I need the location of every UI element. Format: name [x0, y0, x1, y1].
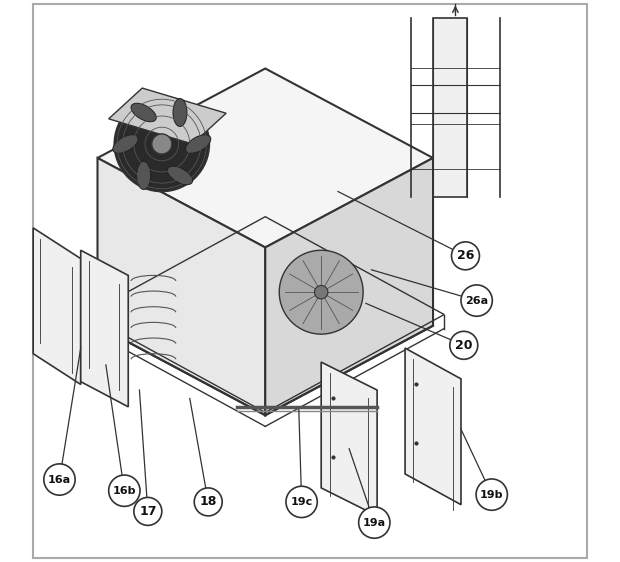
Polygon shape: [433, 18, 467, 197]
Text: 19a: 19a: [363, 518, 386, 528]
Text: 16b: 16b: [113, 486, 136, 496]
Ellipse shape: [185, 135, 211, 153]
Circle shape: [286, 486, 317, 518]
Ellipse shape: [113, 135, 138, 153]
Circle shape: [476, 479, 507, 510]
Circle shape: [108, 475, 140, 506]
Text: 17: 17: [139, 505, 157, 518]
Circle shape: [152, 134, 172, 154]
Polygon shape: [265, 158, 433, 415]
Text: 19b: 19b: [480, 490, 503, 500]
Ellipse shape: [167, 166, 193, 185]
Circle shape: [450, 332, 478, 359]
Polygon shape: [405, 348, 461, 505]
Text: eReplacementParts.com: eReplacementParts.com: [225, 285, 395, 299]
Circle shape: [194, 488, 222, 516]
Polygon shape: [108, 88, 226, 144]
Circle shape: [44, 464, 75, 495]
Ellipse shape: [131, 103, 156, 122]
Ellipse shape: [173, 98, 187, 126]
Text: 26a: 26a: [465, 296, 488, 306]
Circle shape: [461, 285, 492, 316]
Text: 19c: 19c: [291, 497, 312, 507]
Polygon shape: [321, 362, 377, 516]
Text: 26: 26: [457, 250, 474, 262]
Circle shape: [358, 507, 390, 538]
Circle shape: [134, 497, 162, 525]
Circle shape: [279, 250, 363, 334]
Polygon shape: [33, 228, 81, 384]
Text: 18: 18: [200, 495, 217, 509]
Text: 16a: 16a: [48, 474, 71, 484]
Text: 20: 20: [455, 339, 472, 352]
Polygon shape: [97, 69, 433, 247]
Circle shape: [314, 285, 328, 299]
Circle shape: [451, 242, 479, 270]
Polygon shape: [81, 250, 128, 407]
Polygon shape: [97, 158, 265, 415]
Ellipse shape: [136, 161, 151, 189]
Circle shape: [114, 97, 210, 192]
